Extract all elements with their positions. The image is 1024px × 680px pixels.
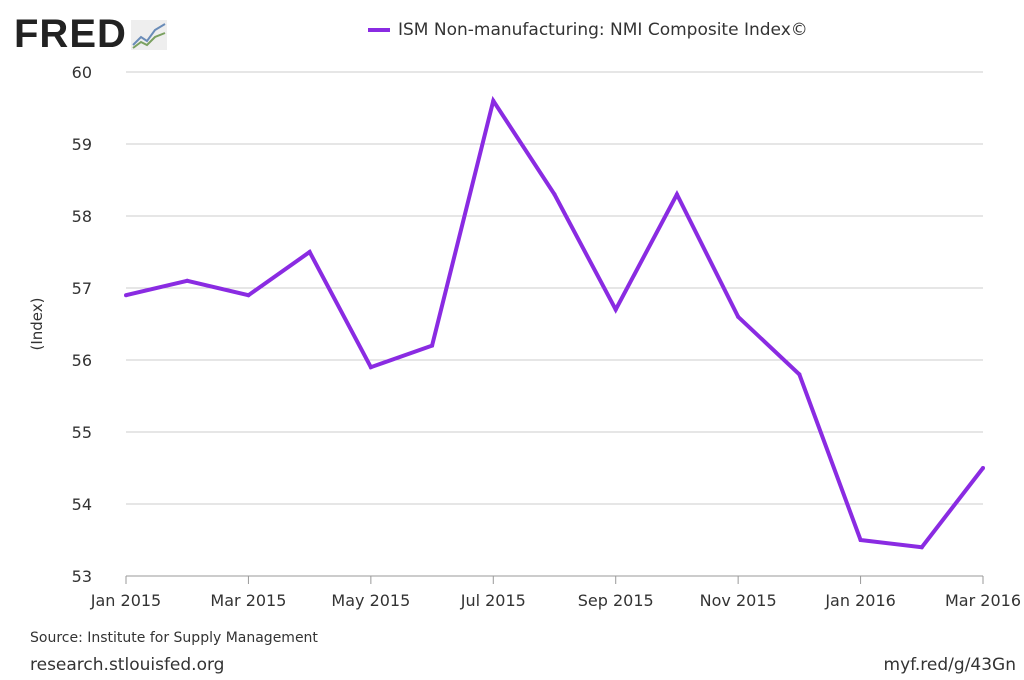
x-tick-label: Jan 2016 xyxy=(824,591,895,610)
y-tick-label: 57 xyxy=(72,279,92,298)
x-tick-label: Nov 2015 xyxy=(700,591,777,610)
y-tick-label: 54 xyxy=(72,495,92,514)
data-point xyxy=(674,192,679,197)
y-tick-label: 56 xyxy=(72,351,92,370)
data-point xyxy=(491,98,496,103)
source-note: Source: Institute for Supply Management xyxy=(30,630,318,646)
y-tick-label: 59 xyxy=(72,135,92,154)
x-tick-label: Jul 2015 xyxy=(460,591,526,610)
y-tick-label: 60 xyxy=(72,63,92,82)
data-point xyxy=(613,307,618,312)
y-tick-label: 58 xyxy=(72,207,92,226)
data-point xyxy=(797,372,802,377)
fred-logo-text: FRED xyxy=(14,12,127,56)
x-tick-label: Mar 2016 xyxy=(945,591,1021,610)
data-point xyxy=(246,293,251,298)
data-point xyxy=(919,545,924,550)
x-tick-label: Sep 2015 xyxy=(578,591,654,610)
data-point xyxy=(858,538,863,542)
legend-label: ISM Non-manufacturing: NMI Composite Ind… xyxy=(398,20,808,40)
y-axis-label: (Index) xyxy=(28,298,46,351)
fred-logo[interactable]: FRED xyxy=(14,12,167,57)
data-point xyxy=(736,314,741,319)
legend-swatch xyxy=(368,28,390,32)
x-tick-label: May 2015 xyxy=(331,591,410,610)
line-chart: 53 54 55 56 57 58 59 60 Jan 2015 Mar 2015 May 201… xyxy=(28,63,1021,610)
x-tick-label: Mar 2015 xyxy=(210,591,286,610)
short-link[interactable]: myf.red/g/43Gn xyxy=(883,655,1016,675)
data-point xyxy=(307,250,312,254)
y-tick-label: 53 xyxy=(72,567,92,586)
data-point xyxy=(368,365,373,370)
data-point xyxy=(981,466,985,470)
data-point xyxy=(124,293,128,298)
chart-logo-icon xyxy=(130,19,167,50)
x-tick-label: Jan 2015 xyxy=(90,591,161,610)
data-point xyxy=(430,343,435,348)
site-link[interactable]: research.stlouisfed.org xyxy=(30,655,225,675)
data-point xyxy=(185,278,190,283)
y-tick-label: 55 xyxy=(72,423,92,442)
series-line xyxy=(125,95,985,550)
chart-legend: ISM Non-manufacturing: NMI Composite Ind… xyxy=(368,20,808,40)
data-point xyxy=(552,192,557,197)
